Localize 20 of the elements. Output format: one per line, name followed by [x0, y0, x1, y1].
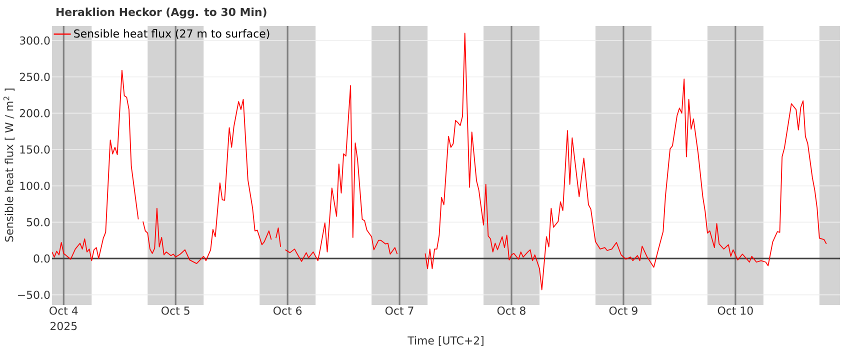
y-tick-label: 100.0: [20, 182, 50, 190]
chart-title: Heraklion Heckor (Agg. to 30 Min): [56, 8, 266, 18]
y-tick-label: 0.0: [34, 254, 50, 263]
x-tick-label: Oct 9: [609, 306, 638, 315]
x-tick-label: Oct 5: [162, 306, 190, 315]
y-tick-label: 50.0: [26, 218, 50, 226]
y-axis-title: Sensible heat flux [ W / m$^{2}$ ]: [3, 88, 15, 242]
x-tick-label: Oct 10: [718, 306, 753, 315]
y-tick-label: 250.0: [20, 72, 50, 81]
x-tick-label: Oct 4: [50, 306, 78, 315]
text: 2025: [50, 322, 77, 330]
y-tick-label: −50.0: [18, 290, 50, 299]
x-tick-label: Oct 8: [497, 306, 526, 315]
x-tick-label: Oct 6: [273, 306, 302, 315]
y-tick-label: 150.0: [20, 145, 50, 154]
y-tick-label: 300.0: [20, 36, 50, 45]
x-axis-title: Time [UTC+2]: [408, 336, 484, 346]
y-tick-label: 200.0: [20, 109, 50, 118]
x-tick-label: Oct 7: [385, 306, 414, 315]
legend-label: Sensible heat flux (27 m to surface): [74, 29, 270, 39]
